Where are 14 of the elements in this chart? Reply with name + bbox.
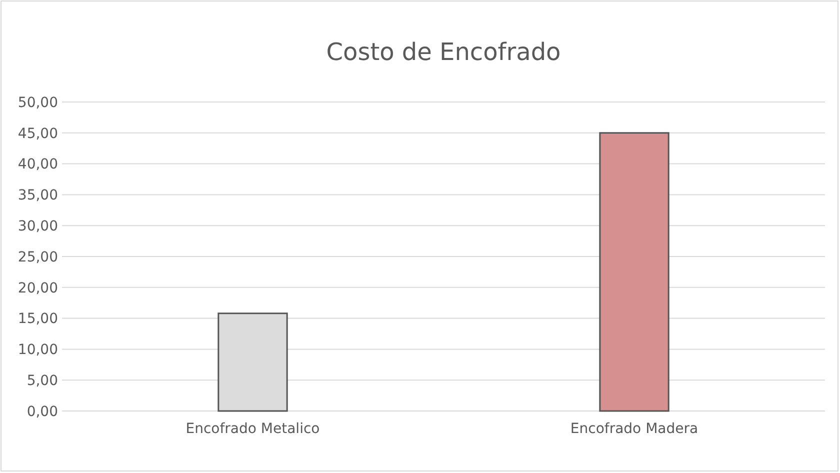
chart-title: Costo de Encofrado (326, 38, 561, 66)
y-tick-label: 40,00 (18, 156, 58, 173)
y-tick-label: 10,00 (18, 342, 58, 358)
y-tick-label: 30,00 (18, 218, 58, 234)
y-tick-label: 35,00 (18, 188, 58, 204)
y-tick-label: 15,00 (18, 311, 58, 328)
y-tick-label: 20,00 (18, 280, 58, 296)
y-tick-label: 50,00 (18, 94, 58, 111)
x-tick-label: Encofrado Metalico (186, 421, 320, 437)
y-tick-label: 25,00 (18, 249, 58, 266)
x-tick-label: Encofrado Madera (570, 421, 698, 437)
y-tick-label: 5,00 (26, 373, 58, 389)
y-tick-label: 0,00 (26, 404, 58, 420)
y-tick-label: 45,00 (18, 126, 58, 142)
